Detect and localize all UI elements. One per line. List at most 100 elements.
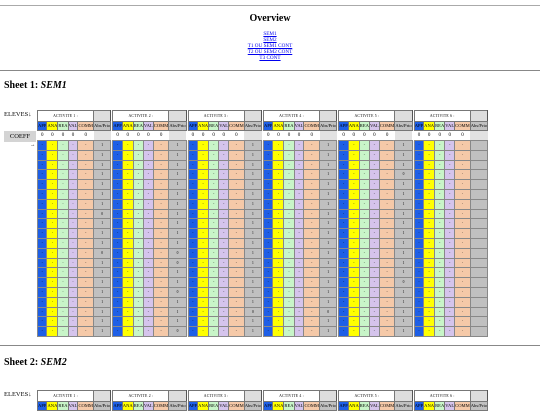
grade-cell[interactable]: -	[152, 208, 170, 220]
grade-cell[interactable]: -	[283, 277, 295, 288]
abs-cell[interactable]: 1	[92, 149, 112, 161]
grade-cell[interactable]: -	[208, 326, 220, 337]
grade-cell[interactable]: -	[152, 326, 170, 337]
grade-cell[interactable]: -	[454, 169, 471, 181]
grade-cell[interactable]: -	[228, 198, 245, 210]
grade-cell[interactable]: -	[378, 140, 396, 151]
grade-cell[interactable]: -	[358, 296, 370, 308]
abs-cell[interactable]: 1	[168, 149, 187, 161]
abs-cell[interactable]	[469, 296, 489, 308]
grade-cell[interactable]: -	[67, 326, 79, 337]
grade-cell[interactable]: -	[132, 198, 144, 210]
abs-cell[interactable]: 1	[168, 316, 187, 328]
link-t2[interactable]: T2 OU SEM2 CONT	[247, 49, 293, 55]
coeff-cell[interactable]: 0	[369, 130, 380, 141]
grade-cell[interactable]: -	[454, 326, 471, 337]
grade-cell[interactable]: -	[67, 237, 79, 249]
grade-cell[interactable]: -	[142, 247, 154, 259]
grade-cell[interactable]: -	[132, 208, 144, 220]
grade-cell[interactable]: -	[413, 179, 425, 190]
abs-cell[interactable]: 1	[394, 179, 413, 190]
abs-cell[interactable]: 1	[319, 247, 338, 259]
grade-cell[interactable]: -	[444, 140, 456, 151]
grade-cell[interactable]: -	[142, 188, 154, 200]
abs-cell[interactable]: 1	[92, 140, 112, 151]
abs-cell[interactable]: 1	[394, 257, 413, 269]
abs-cell[interactable]: 1	[243, 149, 263, 161]
grade-cell[interactable]: -	[152, 169, 170, 181]
grade-cell[interactable]: -	[197, 159, 210, 171]
grade-cell[interactable]: -	[36, 286, 48, 298]
grade-cell[interactable]: -	[423, 237, 436, 249]
grade-cell[interactable]: -	[187, 257, 199, 269]
grade-cell[interactable]: -	[454, 237, 471, 249]
grade-cell[interactable]: -	[378, 306, 396, 318]
grade-cell[interactable]: -	[187, 140, 199, 151]
coeff-cell[interactable]: 0	[348, 130, 360, 141]
abs-cell[interactable]: 1	[394, 247, 413, 259]
grade-cell[interactable]: -	[434, 247, 446, 259]
grade-cell[interactable]: -	[358, 228, 370, 239]
grade-cell[interactable]: -	[413, 208, 425, 220]
grade-cell[interactable]: -	[378, 218, 396, 230]
abs-cell[interactable]: 1	[92, 267, 112, 279]
grade-cell[interactable]: -	[112, 237, 123, 249]
grade-cell[interactable]: -	[293, 140, 305, 151]
grade-cell[interactable]: -	[121, 208, 134, 220]
grade-cell[interactable]: -	[228, 267, 245, 279]
grade-cell[interactable]: -	[112, 140, 123, 151]
grade-cell[interactable]: -	[434, 228, 446, 239]
grade-cell[interactable]: -	[57, 140, 69, 151]
grade-cell[interactable]: -	[454, 306, 471, 318]
grade-cell[interactable]: -	[423, 277, 436, 288]
grade-cell[interactable]: -	[303, 237, 321, 249]
grade-cell[interactable]: -	[67, 257, 79, 269]
grade-cell[interactable]: -	[187, 267, 199, 279]
grade-cell[interactable]: -	[454, 218, 471, 230]
grade-cell[interactable]: -	[121, 326, 134, 337]
grade-cell[interactable]: -	[36, 169, 48, 181]
abs-cell[interactable]: 1	[92, 228, 112, 239]
grade-cell[interactable]: -	[228, 237, 245, 249]
grade-cell[interactable]: -	[263, 286, 274, 298]
coeff-cell[interactable]: 0	[37, 130, 47, 141]
grade-cell[interactable]: -	[283, 306, 295, 318]
grade-cell[interactable]: -	[121, 277, 134, 288]
coeff-cell[interactable]: 0	[228, 130, 245, 141]
abs-cell[interactable]: 1	[319, 267, 338, 279]
abs-cell[interactable]: 0	[92, 208, 112, 220]
grade-cell[interactable]: -	[263, 159, 274, 171]
grade-cell[interactable]: -	[347, 228, 360, 239]
grade-cell[interactable]: -	[283, 237, 295, 249]
grade-cell[interactable]: -	[358, 306, 370, 318]
grade-cell[interactable]: -	[152, 140, 170, 151]
grade-cell[interactable]: -	[152, 237, 170, 249]
abs-cell[interactable]: 0	[394, 169, 413, 181]
grade-cell[interactable]: -	[272, 188, 285, 200]
grade-cell[interactable]: -	[263, 296, 274, 308]
grade-cell[interactable]: -	[368, 326, 380, 337]
grade-cell[interactable]: -	[368, 188, 380, 200]
coeff-cell[interactable]: 0	[272, 130, 284, 141]
grade-cell[interactable]: -	[303, 267, 321, 279]
grade-cell[interactable]: -	[132, 306, 144, 318]
grade-cell[interactable]: -	[187, 247, 199, 259]
grade-cell[interactable]: -	[263, 306, 274, 318]
grade-cell[interactable]: -	[77, 228, 94, 239]
grade-cell[interactable]: -	[303, 169, 321, 181]
grade-cell[interactable]: -	[228, 306, 245, 318]
grade-cell[interactable]: -	[283, 140, 295, 151]
grade-cell[interactable]: -	[358, 326, 370, 337]
grade-cell[interactable]: -	[338, 316, 349, 328]
abs-cell[interactable]	[469, 159, 489, 171]
abs-cell[interactable]: 1	[243, 188, 263, 200]
grade-cell[interactable]: -	[272, 198, 285, 210]
grade-cell[interactable]: -	[152, 228, 170, 239]
abs-cell[interactable]: 1	[168, 296, 187, 308]
grade-cell[interactable]: -	[121, 149, 134, 161]
coeff-cell[interactable]: 0	[57, 130, 69, 141]
grade-cell[interactable]: -	[112, 159, 123, 171]
grade-cell[interactable]: -	[112, 179, 123, 190]
grade-cell[interactable]: -	[358, 198, 370, 210]
grade-cell[interactable]: -	[347, 247, 360, 259]
